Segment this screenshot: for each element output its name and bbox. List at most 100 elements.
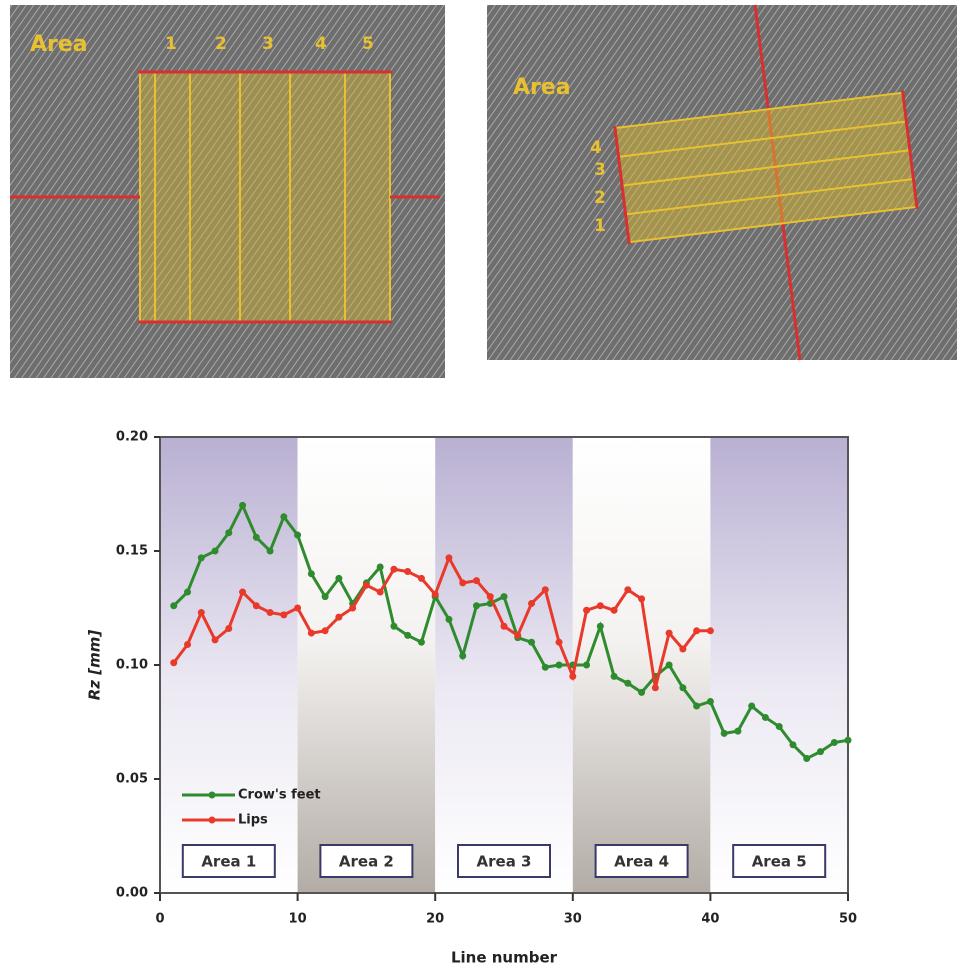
legend-label: Lips xyxy=(238,813,268,828)
point xyxy=(445,554,453,562)
point xyxy=(390,565,398,573)
x-tick-label: 30 xyxy=(564,912,582,927)
point xyxy=(417,574,425,582)
x-tick-label: 40 xyxy=(701,912,719,927)
point xyxy=(486,593,494,601)
photo-right: Area 1 2 3 4 xyxy=(487,4,957,361)
point xyxy=(500,622,508,630)
point xyxy=(280,611,288,619)
point xyxy=(404,631,412,639)
x-tick-label: 10 xyxy=(289,912,307,927)
photo-number: 4 xyxy=(590,138,602,158)
photo-label: Area xyxy=(30,32,88,57)
point xyxy=(706,697,714,705)
point xyxy=(472,602,480,610)
y-tick-label: 0.10 xyxy=(116,658,148,673)
point xyxy=(459,579,467,587)
point xyxy=(335,613,343,621)
point xyxy=(844,736,852,744)
point xyxy=(720,729,728,737)
point xyxy=(280,513,288,521)
area-label-box xyxy=(319,844,414,878)
photo-number: 1 xyxy=(165,34,177,54)
point xyxy=(184,588,192,596)
point xyxy=(761,713,769,721)
photo-left: Area 1 2 3 4 5 xyxy=(10,5,445,378)
area-label-box xyxy=(181,844,276,878)
point xyxy=(583,661,591,669)
point xyxy=(596,602,604,610)
y-tick-label: 0.15 xyxy=(116,544,148,559)
legend-marker xyxy=(208,816,216,824)
point xyxy=(569,672,577,680)
y-tick-label: 0.20 xyxy=(116,430,148,445)
point xyxy=(445,615,453,623)
area-label: Area 3 xyxy=(477,853,532,871)
point xyxy=(459,652,467,660)
point xyxy=(335,574,343,582)
photo-number: 2 xyxy=(215,34,227,54)
point xyxy=(583,606,591,614)
point xyxy=(528,599,536,607)
chart: Area 1 Area 2 Area 3 Area 4 Area 5 0.00 0.05 0.… xyxy=(116,430,857,927)
y-tick-label: 0.05 xyxy=(116,772,148,787)
legend-label: Crow's feet xyxy=(238,788,321,803)
point xyxy=(252,533,260,541)
photo-number: 3 xyxy=(262,34,274,54)
point xyxy=(555,661,563,669)
point xyxy=(748,702,756,710)
point xyxy=(252,602,260,610)
x-tick-label: 0 xyxy=(155,912,164,927)
point xyxy=(294,604,302,612)
point xyxy=(693,627,701,635)
area-label: Area 4 xyxy=(614,853,669,871)
point xyxy=(803,754,811,762)
point xyxy=(307,570,315,578)
point xyxy=(789,741,797,749)
point xyxy=(528,638,536,646)
point xyxy=(775,723,783,731)
area-label-box xyxy=(732,844,827,878)
point xyxy=(610,672,618,680)
point xyxy=(596,622,604,630)
point xyxy=(541,663,549,671)
area-label: Area 2 xyxy=(339,853,394,871)
y-tick-label: 0.00 xyxy=(116,886,148,901)
point xyxy=(225,529,233,537)
x-tick-label: 20 xyxy=(426,912,444,927)
point xyxy=(679,684,687,692)
point xyxy=(514,631,522,639)
point xyxy=(362,581,370,589)
point xyxy=(184,640,192,648)
point xyxy=(830,739,838,747)
point xyxy=(321,593,329,601)
point xyxy=(541,586,549,594)
photo-number: 2 xyxy=(594,188,606,208)
photo-number: 5 xyxy=(362,34,374,54)
point xyxy=(417,638,425,646)
point xyxy=(239,501,247,509)
point xyxy=(431,590,439,598)
area-band xyxy=(572,437,711,893)
point xyxy=(693,702,701,710)
point xyxy=(349,604,357,612)
point xyxy=(500,593,508,601)
point xyxy=(404,568,412,576)
area-band xyxy=(710,437,848,893)
point xyxy=(638,595,646,603)
x-axis-label: Line number xyxy=(451,949,558,967)
point xyxy=(816,748,824,756)
point xyxy=(321,627,329,635)
point xyxy=(170,602,178,610)
point xyxy=(376,563,384,571)
point xyxy=(225,625,233,633)
photo-number: 3 xyxy=(594,160,606,180)
point xyxy=(679,645,687,653)
point xyxy=(472,577,480,585)
point xyxy=(555,638,563,646)
area-band xyxy=(160,437,298,893)
point xyxy=(376,588,384,596)
point xyxy=(211,636,219,644)
point xyxy=(197,554,205,562)
